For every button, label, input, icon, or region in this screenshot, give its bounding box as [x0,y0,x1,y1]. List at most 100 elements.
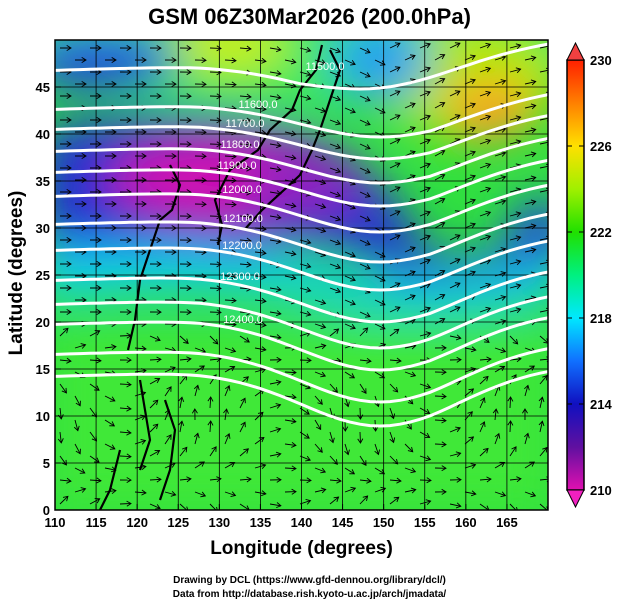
colorbar-tick-label: 230 [590,53,612,68]
streamline-arrowhead [393,328,400,335]
streamline-arrowhead [560,367,565,372]
streamline-arrowhead [81,177,87,183]
streamline-segment [539,447,548,457]
streamline-arrowhead [126,381,132,388]
streamline-arrowhead [246,117,252,124]
streamline-segment [59,455,67,466]
streamline-segment [209,396,212,409]
streamline-segment [359,479,371,482]
streamline-arrowhead [409,174,416,180]
streamline-arrowhead [455,426,461,433]
streamline-arrowhead [350,204,356,210]
streamline-arrowhead [111,201,117,207]
streamline-arrowhead [335,47,342,54]
streamline-segment [344,251,356,257]
streamline-segment [209,335,219,345]
streamline-arrowhead [305,70,312,77]
streamline-arrowhead [515,235,522,242]
streamline-segment [494,491,506,497]
streamline-segment [329,479,341,482]
streamline-arrowhead [186,261,192,268]
streamline-arrowhead [305,94,312,101]
streamline-arrowhead [230,347,237,354]
streamline-arrowhead [96,285,102,291]
streamline-segment [434,294,445,301]
streamline-segment [494,433,500,445]
streamline-segment [479,67,491,73]
streamline-segment [479,91,491,97]
streamline-arrowhead [96,141,102,147]
contour-line [55,114,548,161]
streamline-arrowhead [66,189,72,195]
streamline-arrowhead [335,263,342,270]
streamline-arrowhead [126,429,132,436]
streamline-arrowhead [261,297,267,304]
streamline-arrowhead [366,477,372,484]
streamline-segment [359,71,371,78]
streamline-arrowhead [441,488,447,495]
streamline-arrowhead [530,127,537,134]
streamline-arrowhead [561,200,566,205]
streamline-segment [89,455,100,463]
streamline-arrowhead [392,386,399,393]
contour-line [55,270,548,324]
streamline-arrowhead [96,309,102,315]
streamline-arrowhead [276,310,282,317]
streamline-arrowhead [223,408,229,414]
streamline-segment [329,287,341,293]
streamline-arrowhead [515,67,522,74]
streamline-segment [209,503,217,510]
streamline-arrowhead [111,57,117,63]
streamline-arrowhead [178,396,185,403]
coastlines [99,44,342,510]
streamline-arrowhead [485,114,492,121]
streamline-segment [209,446,217,457]
streamline-arrowhead [96,93,102,99]
streamline-arrowhead [511,446,517,452]
streamline-segment [555,274,566,276]
streamline-arrowhead [290,274,297,281]
streamline-arrowhead [425,331,432,337]
streamline-segment [539,421,543,433]
streamline-segment [239,167,251,170]
streamline-segment [74,419,79,431]
streamline-arrowhead [66,237,72,243]
streamline-segment [239,448,249,457]
streamline-arrowhead [335,215,342,222]
streamline-arrowhead [485,138,492,145]
streamline-segment [404,223,416,229]
streamline-segment [404,489,416,493]
contour-label: 11500.0 [306,61,345,73]
x-tick-label: 145 [332,515,354,530]
streamline-segment [509,164,521,169]
streamline-arrowhead [317,399,323,405]
streamline-arrowhead [170,491,177,497]
streamline-segment [269,453,281,457]
streamline-arrowhead [109,444,116,450]
streamline-segment [404,443,414,453]
streamline-segment [434,222,445,229]
streamline-segment [314,299,326,304]
streamline-arrowhead [515,115,522,122]
streamline-segment [464,491,476,495]
streamline-arrowhead [470,78,476,85]
streamline-arrowhead [333,496,340,502]
streamline-arrowhead [468,388,475,394]
streamline-arrowhead [515,211,522,218]
streamline-segment [239,503,250,510]
streamline-segment [329,263,341,269]
streamline-segment [239,47,251,50]
streamline-arrowhead [171,249,177,256]
streamline-arrowhead [441,393,447,400]
streamline-segment [449,282,461,289]
streamline-arrowhead [394,42,401,48]
streamline-arrowhead [216,141,222,148]
streamline-arrowhead [470,222,476,229]
streamline-segment [119,335,132,337]
streamline-segment [374,107,386,114]
streamline-arrowhead [483,447,489,454]
streamline-arrowhead [515,307,522,314]
streamline-segment [389,496,400,505]
streamline-arrowhead [409,102,416,108]
streamline-arrowhead [276,142,282,149]
